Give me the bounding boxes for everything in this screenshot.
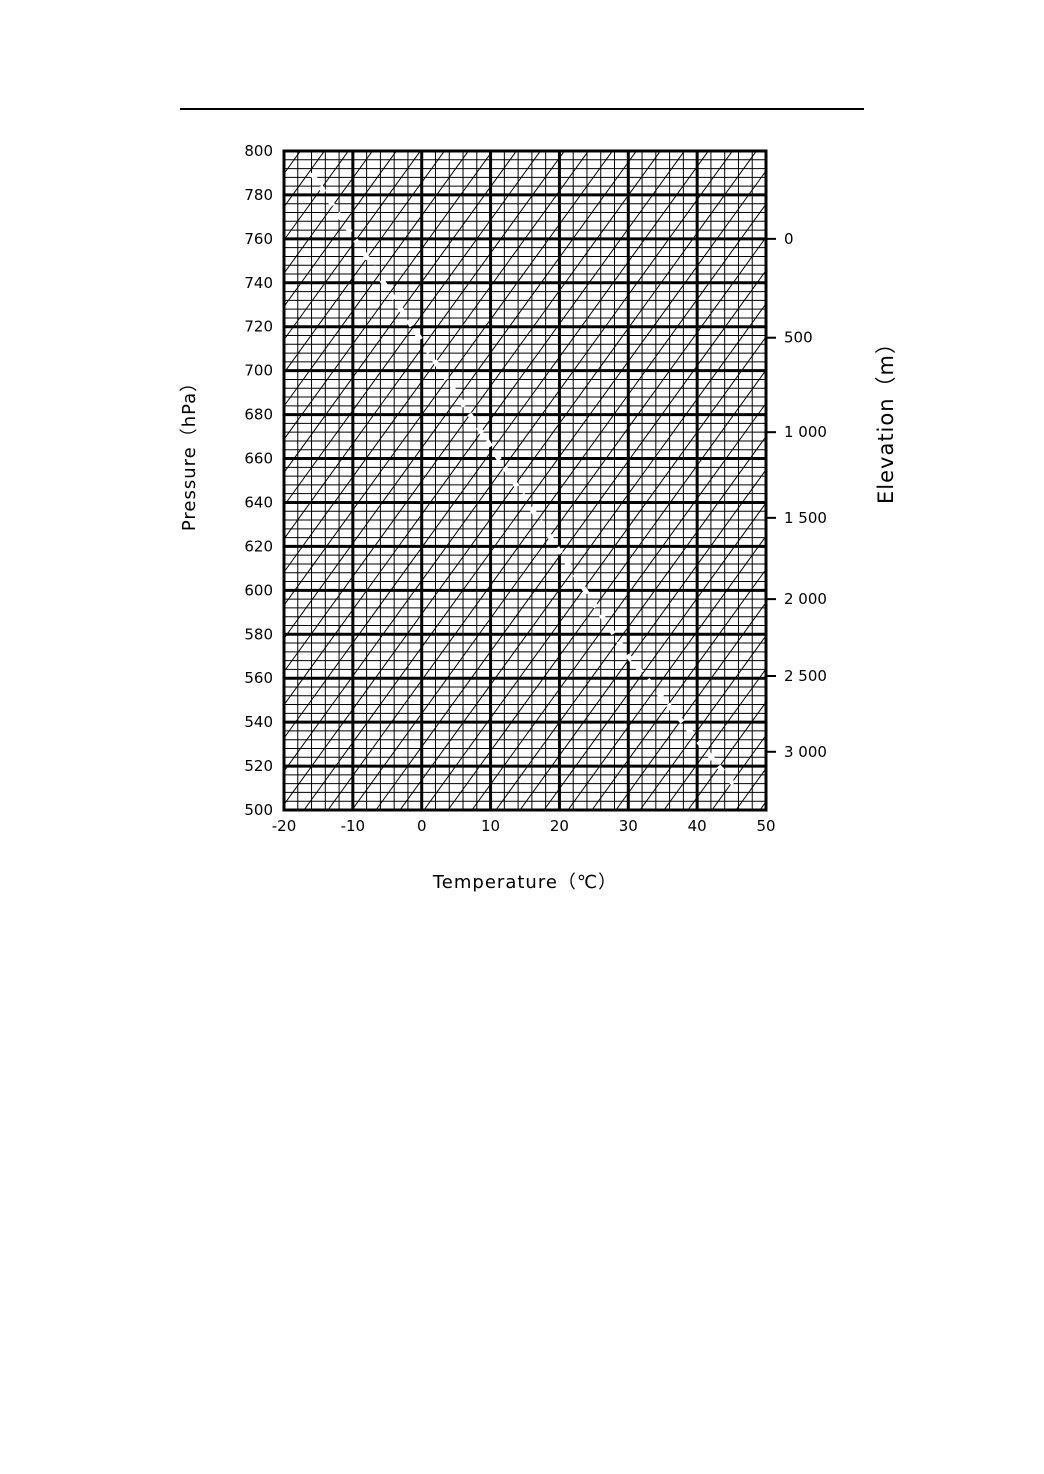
diagonal-guide-line <box>284 151 614 607</box>
diagonal-guide-line <box>284 151 494 441</box>
x-tick-label: 50 <box>756 817 775 835</box>
y-tick-label: 620 <box>244 537 273 555</box>
diagonal-guide-line <box>567 535 766 810</box>
x-tick-label: 10 <box>481 817 500 835</box>
x-tick-label: 40 <box>688 817 707 835</box>
diagonal-guide-line <box>375 269 766 810</box>
elevation-tick-label: 0 <box>784 230 794 248</box>
y-axis-ticks: 800 780 760 740 720 700 680 660 640 620 600 580 560 5… <box>244 142 273 819</box>
y-tick-label: 760 <box>244 230 273 248</box>
diagonal-guide-line <box>284 151 758 806</box>
diagonal-guide-line <box>284 151 374 275</box>
data-series <box>309 171 741 792</box>
top-rule <box>180 108 864 110</box>
diagonal-guide-line <box>615 601 766 810</box>
diagonal-guide-line <box>284 151 734 773</box>
diagonal-guide-line <box>687 701 766 810</box>
y-tick-label: 780 <box>244 186 273 204</box>
x-axis-title: Temperature（℃） <box>432 872 617 893</box>
y-tick-label: 740 <box>244 274 273 292</box>
diagonal-guide-line <box>519 468 766 810</box>
diagonal-guide-line <box>327 203 766 810</box>
y-tick-label: 660 <box>244 450 273 468</box>
diagonal-guide-line <box>759 800 766 810</box>
diagonal-guide-line <box>284 151 326 208</box>
diagonal-guide-line <box>495 435 766 810</box>
diagonal-guide-line <box>284 151 710 739</box>
y-tick-label: 540 <box>244 713 273 731</box>
diagonal-guide-line <box>284 151 566 540</box>
minor-grid <box>283 150 767 811</box>
x-tick-label: 20 <box>550 817 569 835</box>
y-tick-label: 800 <box>244 142 273 160</box>
elevation-tick-label: 1 500 <box>784 509 827 527</box>
series-line <box>309 171 741 792</box>
diagonal-guide-line <box>423 336 766 810</box>
x-tick-label: 30 <box>619 817 638 835</box>
diagonal-guide-line <box>284 151 542 507</box>
diagonal-guide-line <box>784 146 1044 810</box>
diagonal-guide-line <box>639 634 766 810</box>
elevation-tick-label: 3 000 <box>784 743 827 761</box>
y-tick-label: 520 <box>244 757 273 775</box>
diagonal-guide-line <box>447 369 766 810</box>
elevation-tick-label: 2 000 <box>784 590 827 608</box>
x-tick-label: 0 <box>417 817 427 835</box>
y-tick-label: 580 <box>244 625 273 643</box>
diagonal-guide-line <box>399 302 766 810</box>
y-tick-label: 500 <box>244 801 273 819</box>
elevation-tick-label: 2 500 <box>784 667 827 685</box>
y-tick-label: 640 <box>244 493 273 511</box>
y-tick-label: 700 <box>244 362 273 380</box>
y-axis-title: Pressure（hPa） <box>179 373 200 531</box>
elevation-tick-label: 500 <box>784 329 813 347</box>
pressure-temperature-chart: -20 -10 0 10 20 30 40 50 800 780 760 740 720 700 680 6… <box>179 142 1044 893</box>
y-tick-label: 720 <box>244 318 273 336</box>
y-tick-label: 680 <box>244 406 273 424</box>
elevation-tick-label: 1 000 <box>784 423 827 441</box>
x-tick-label: -20 <box>272 817 297 835</box>
plot-frame <box>282 149 768 812</box>
diagonal-guide-line <box>591 568 766 810</box>
diagonal-guide-line <box>303 170 766 810</box>
elevation-axis-ticks: 0 500 1 000 1 500 2 000 2 500 3 000 <box>766 230 827 761</box>
diagonal-guide-line <box>284 151 662 673</box>
diagonal-guide-line <box>543 502 766 810</box>
diagonal-guide-line <box>663 668 766 810</box>
diagonal-guide-line <box>284 151 686 706</box>
diagonal-guide-line <box>284 151 518 474</box>
diagonal-guide-line <box>284 151 398 308</box>
diagonal-guide-line <box>471 402 766 810</box>
diagonal-guide-line <box>351 236 766 810</box>
diagonal-guide-line <box>284 151 422 341</box>
elevation-axis-title: Elevation（m） <box>874 332 898 504</box>
x-tick-label: -10 <box>341 817 366 835</box>
y-tick-label: 600 <box>244 581 273 599</box>
x-axis-ticks: -20 -10 0 10 20 30 40 50 <box>272 817 776 835</box>
diagonal-guide-line <box>284 151 470 407</box>
diagonal-guide-line <box>284 151 350 241</box>
major-grid <box>282 149 768 812</box>
y-tick-label: 560 <box>244 669 273 687</box>
